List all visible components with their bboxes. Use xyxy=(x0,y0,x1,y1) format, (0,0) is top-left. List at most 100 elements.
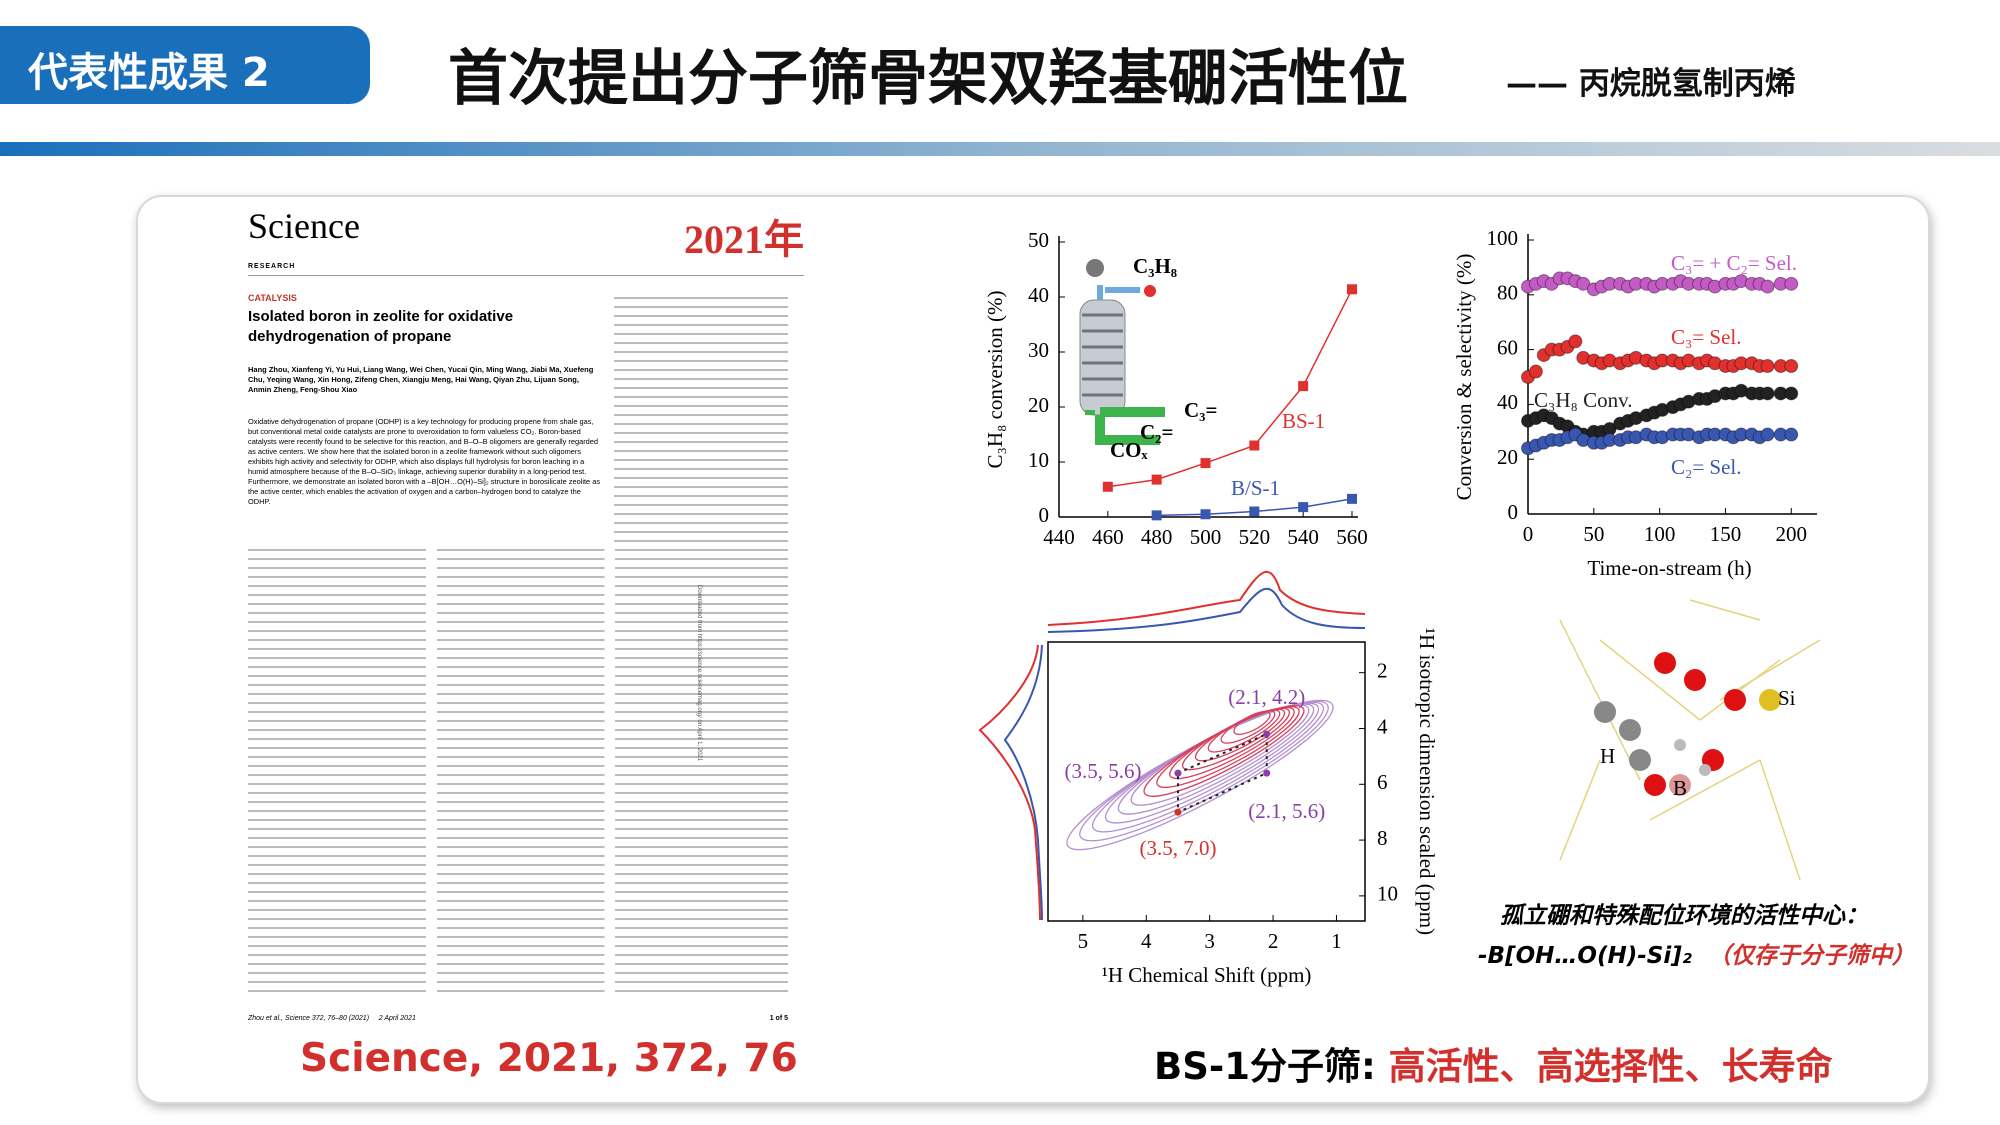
framework-bond xyxy=(1559,619,1641,781)
marker xyxy=(1200,509,1211,520)
paper-page: Science 2021年 RESEARCH CATALYSIS Isolate… xyxy=(232,205,804,1035)
product-arrow xyxy=(1085,407,1165,445)
formula-note: （仅存于分子筛中） xyxy=(1707,943,1915,969)
marker xyxy=(1249,506,1260,517)
x-tick-label: 540 xyxy=(1287,525,1319,549)
x-tick-label: 520 xyxy=(1239,525,1271,549)
header-bar xyxy=(0,142,2000,156)
x-tick-label: 200 xyxy=(1776,522,1808,546)
x-tick-label: 100 xyxy=(1644,522,1676,546)
content-card xyxy=(136,195,1930,1104)
marker xyxy=(1200,458,1211,469)
x-tick-label: 1 xyxy=(1331,929,1342,953)
point-label: (2.1, 5.6) xyxy=(1248,799,1325,823)
x-tick-label: 5 xyxy=(1078,929,1089,953)
atom xyxy=(1654,652,1676,674)
x-tick-label: 50 xyxy=(1583,522,1604,546)
y-tick-label: 40 xyxy=(1497,390,1518,414)
x-tick-label: 480 xyxy=(1141,525,1173,549)
formula: -B[OH…O(H)-Si]₂ xyxy=(1478,943,1692,969)
annotation: C₃H₈ xyxy=(1133,254,1177,278)
citation: Science, 2021, 372, 76 xyxy=(300,1036,798,1081)
marker xyxy=(1151,474,1162,485)
marker xyxy=(1784,386,1799,401)
atom-label: B xyxy=(1673,776,1687,800)
marker xyxy=(1298,502,1309,513)
y-tick-label: 10 xyxy=(1377,882,1398,906)
top-projection xyxy=(1047,587,1366,633)
series-label: C₃= + C₂= Sel. xyxy=(1671,251,1797,275)
framework-bond xyxy=(1599,639,1701,721)
journal-name: Science xyxy=(248,206,360,246)
marker xyxy=(1568,334,1583,349)
point-label: (2.1, 4.2) xyxy=(1228,685,1305,709)
framework-bond xyxy=(1649,759,1761,821)
atom xyxy=(1699,764,1711,776)
molecule-atom xyxy=(1086,259,1104,277)
atom-label: H xyxy=(1600,744,1615,768)
reactor xyxy=(1079,299,1126,416)
reactor-illustration xyxy=(1079,259,1165,445)
section: RESEARCH xyxy=(248,263,296,270)
x-axis-label: ¹H Chemical Shift (ppm) xyxy=(1102,963,1312,987)
marker xyxy=(1249,440,1260,451)
marker xyxy=(1102,481,1113,492)
marker xyxy=(1760,359,1775,374)
point xyxy=(1174,808,1182,816)
conclusion-highlight: 高活性、高选择性、长寿命 xyxy=(1388,1045,1833,1088)
y-tick-label: 6 xyxy=(1377,770,1388,794)
y-axis-label: Conversion & selectivity (%) xyxy=(1452,254,1476,501)
top-projection xyxy=(1047,570,1366,626)
marker xyxy=(1784,276,1799,291)
body-text xyxy=(248,545,788,995)
annotation: C₃= xyxy=(1184,398,1217,422)
atom xyxy=(1724,689,1746,711)
y-tick-label: 20 xyxy=(1497,445,1518,469)
paper-footer: Zhou et al., Science 372, 76–80 (2021) 2… xyxy=(248,1015,416,1022)
series-label: C₃H₈ Conv. xyxy=(1534,388,1632,412)
paper-year: 2021年 xyxy=(684,217,804,262)
slide-title: 首次提出分子筛骨架双羟基硼活性位 xyxy=(448,44,1408,114)
marker xyxy=(1528,364,1543,379)
y-tick-label: 40 xyxy=(1028,283,1049,307)
contour xyxy=(1233,711,1271,735)
marker xyxy=(1347,493,1357,504)
series-label: C₂= Sel. xyxy=(1671,455,1742,479)
y-tick-label: 100 xyxy=(1487,226,1519,250)
molecule-atom xyxy=(1144,285,1156,297)
x-tick-label: 460 xyxy=(1092,525,1124,549)
header-tag-box xyxy=(0,26,370,104)
atom xyxy=(1629,749,1651,771)
atom-label: Si xyxy=(1778,686,1796,710)
slide-subtitle: —— 丙烷脱氢制丙烯 xyxy=(1506,66,1796,102)
atom xyxy=(1684,669,1706,691)
header-tag: 代表性成果 2 xyxy=(28,50,270,96)
conclusion: BS-1分子筛: 高活性、高选择性、长寿命 xyxy=(1154,1036,1833,1090)
y-axis-label: C₃H₈ conversion (%) xyxy=(983,291,1007,469)
divider xyxy=(248,275,804,276)
atom xyxy=(1759,689,1781,711)
framework-bond xyxy=(1689,599,1761,621)
y-tick-label: 8 xyxy=(1377,826,1388,850)
atom xyxy=(1594,701,1616,723)
frame xyxy=(1047,641,1366,922)
y-tick-label: 2 xyxy=(1377,659,1388,683)
marker xyxy=(1760,386,1775,401)
y-tick-label: 0 xyxy=(1039,503,1050,527)
annotation: COₓ xyxy=(1110,438,1149,462)
atom xyxy=(1669,774,1691,796)
point xyxy=(1263,730,1271,738)
framework-bond xyxy=(1699,659,1781,721)
feed-arrow xyxy=(1097,285,1140,300)
page-number: 1 of 5 xyxy=(769,1015,788,1022)
x-tick-label: 3 xyxy=(1204,929,1215,953)
abstract: Oxidative dehydrogenation of propane (OD… xyxy=(248,417,601,506)
series-label: C₃= Sel. xyxy=(1671,325,1742,349)
point xyxy=(1174,769,1182,777)
authors: Hang Zhou, Xianfeng Yi, Yu Hui, Liang Wa… xyxy=(248,365,594,394)
y-tick-label: 30 xyxy=(1028,338,1049,362)
y-tick-label: 60 xyxy=(1497,335,1518,359)
series-label: B/S-1 xyxy=(1231,476,1280,500)
marker xyxy=(1347,284,1357,295)
